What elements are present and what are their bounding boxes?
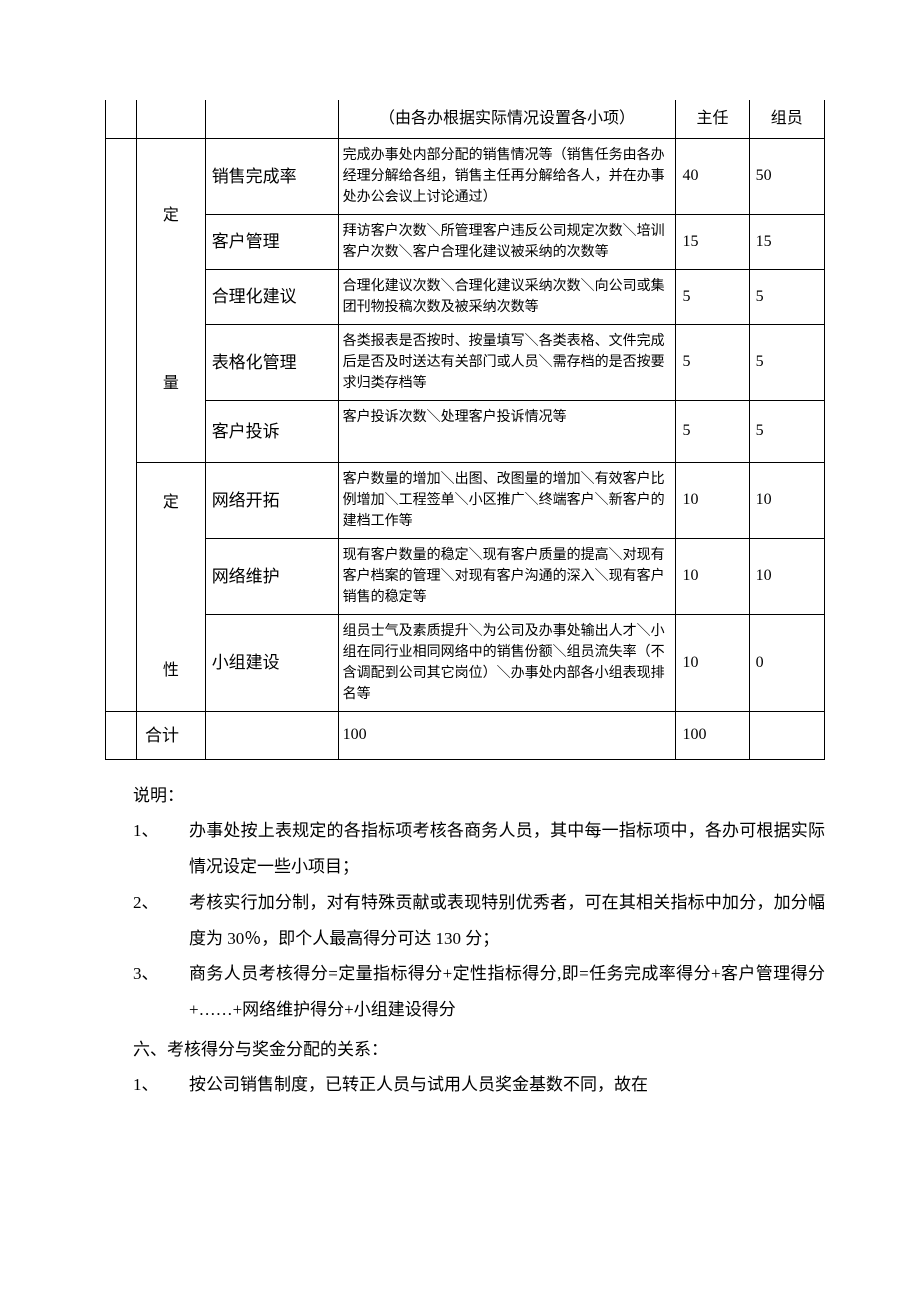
total-desc: 100 <box>338 711 676 759</box>
table-row: 网络维护 现有客户数量的稳定＼现有客户质量的提高＼对现有客户档案的管理＼对现有客… <box>106 538 825 614</box>
explain-text: 考核实行加分制，对有特殊贡献或表现特别优秀者，可在其相关指标中加分，加分幅度为 … <box>189 885 825 956</box>
section6-items: 1、 按公司销售制度，已转正人员与试用人员奖金基数不同，故在 <box>133 1067 825 1103</box>
score1-cell: 10 <box>676 462 749 538</box>
score1-cell: 10 <box>676 538 749 614</box>
score1-cell: 40 <box>676 138 749 214</box>
score2-cell: 50 <box>749 138 824 214</box>
header-score2: 组员 <box>749 100 824 138</box>
desc-cell: 完成办事处内部分配的销售情况等（销售任务由各办经理分解给各组，销售主任再分解给各… <box>338 138 676 214</box>
desc-cell: 组员士气及素质提升＼为公司及办事处输出人才＼小组在同行业相同网络中的销售份额＼组… <box>338 614 676 711</box>
cat-label-1: 定 <box>163 207 179 224</box>
cat-label-4: 性 <box>163 662 179 679</box>
section6-item: 1、 按公司销售制度，已转正人员与试用人员奖金基数不同，故在 <box>133 1067 825 1103</box>
score1-cell: 5 <box>676 324 749 400</box>
table-row: 合理化建议 合理化建议次数＼合理化建议采纳次数＼向公司或集团刊物投稿次数及被采纳… <box>106 269 825 324</box>
table-row: 客户管理 拜访客户次数＼所管理客户违反公司规定次数＼培训客户次数＼客户合理化建议… <box>106 214 825 269</box>
category-dingXing: 定 性 <box>137 462 206 711</box>
score1-cell: 15 <box>676 214 749 269</box>
score2-cell: 5 <box>749 269 824 324</box>
explain-num: 3、 <box>133 956 189 1027</box>
explain-item: 2、 考核实行加分制，对有特殊贡献或表现特别优秀者，可在其相关指标中加分，加分幅… <box>133 885 825 956</box>
category-dingLiang: 定 量 <box>137 138 206 462</box>
total-score2 <box>749 711 824 759</box>
explain-num: 2、 <box>133 885 189 956</box>
score2-cell: 10 <box>749 538 824 614</box>
table-row: 客户投诉 客户投诉次数＼处理客户投诉情况等 5 5 <box>106 400 825 462</box>
total-score1: 100 <box>676 711 749 759</box>
section6-text: 按公司销售制度，已转正人员与试用人员奖金基数不同，故在 <box>189 1067 825 1103</box>
assessment-table: （由各办根据实际情况设置各小项） 主任 组员 定 量 销售完成率 完成办事处内部… <box>105 100 825 760</box>
table-total-row: 合计 100 100 <box>106 711 825 759</box>
explain-num: 1、 <box>133 813 189 884</box>
spacer-cell <box>106 711 137 759</box>
table-row: 表格化管理 各类报表是否按时、按量填写＼各类表格、文件完成后是否及时送达有关部门… <box>106 324 825 400</box>
desc-cell: 客户数量的增加＼出图、改图量的增加＼有效客户比例增加＼工程签单＼小区推广＼终端客… <box>338 462 676 538</box>
desc-cell: 客户投诉次数＼处理客户投诉情况等 <box>338 400 676 462</box>
total-label: 合计 <box>137 711 206 759</box>
desc-cell: 拜访客户次数＼所管理客户违反公司规定次数＼培训客户次数＼客户合理化建议被采纳的次… <box>338 214 676 269</box>
indicator-cell: 小组建设 <box>205 614 338 711</box>
indicator-cell: 网络维护 <box>205 538 338 614</box>
desc-cell: 现有客户数量的稳定＼现有客户质量的提高＼对现有客户档案的管理＼对现有客户沟通的深… <box>338 538 676 614</box>
total-indicator <box>205 711 338 759</box>
indicator-cell: 销售完成率 <box>205 138 338 214</box>
score1-cell: 5 <box>676 400 749 462</box>
explain-item: 1、 办事处按上表规定的各指标项考核各商务人员，其中每一指标项中，各办可根据实际… <box>133 813 825 884</box>
score2-cell: 0 <box>749 614 824 711</box>
table-header-row: （由各办根据实际情况设置各小项） 主任 组员 <box>106 100 825 138</box>
spacer-cell <box>106 138 137 711</box>
section6-title: 六、考核得分与奖金分配的关系： <box>133 1032 825 1068</box>
explain-text: 商务人员考核得分=定量指标得分+定性指标得分,即=任务完成率得分+客户管理得分+… <box>189 956 825 1027</box>
explain-item: 3、 商务人员考核得分=定量指标得分+定性指标得分,即=任务完成率得分+客户管理… <box>133 956 825 1027</box>
explain-title: 说明： <box>133 778 825 814</box>
score2-cell: 5 <box>749 400 824 462</box>
table-row: 定 量 销售完成率 完成办事处内部分配的销售情况等（销售任务由各办经理分解给各组… <box>106 138 825 214</box>
indicator-cell: 客户管理 <box>205 214 338 269</box>
header-score1: 主任 <box>676 100 749 138</box>
score2-cell: 10 <box>749 462 824 538</box>
header-desc: （由各办根据实际情况设置各小项） <box>338 100 676 138</box>
indicator-cell: 合理化建议 <box>205 269 338 324</box>
cat-label-3: 定 <box>163 494 179 511</box>
desc-cell: 合理化建议次数＼合理化建议采纳次数＼向公司或集团刊物投稿次数及被采纳次数等 <box>338 269 676 324</box>
score2-cell: 5 <box>749 324 824 400</box>
score1-cell: 10 <box>676 614 749 711</box>
header-indicator <box>205 100 338 138</box>
score2-cell: 15 <box>749 214 824 269</box>
indicator-cell: 客户投诉 <box>205 400 338 462</box>
desc-cell: 各类报表是否按时、按量填写＼各类表格、文件完成后是否及时送达有关部门或人员＼需存… <box>338 324 676 400</box>
indicator-cell: 网络开拓 <box>205 462 338 538</box>
explain-text: 办事处按上表规定的各指标项考核各商务人员，其中每一指标项中，各办可根据实际情况设… <box>189 813 825 884</box>
cat-label-2: 量 <box>163 375 179 392</box>
explanation-section: 说明： 1、 办事处按上表规定的各指标项考核各商务人员，其中每一指标项中，各办可… <box>133 778 825 1028</box>
header-category <box>137 100 206 138</box>
score1-cell: 5 <box>676 269 749 324</box>
table-row: 小组建设 组员士气及素质提升＼为公司及办事处输出人才＼小组在同行业相同网络中的销… <box>106 614 825 711</box>
header-spacer <box>106 100 137 138</box>
table-row: 定 性 网络开拓 客户数量的增加＼出图、改图量的增加＼有效客户比例增加＼工程签单… <box>106 462 825 538</box>
indicator-cell: 表格化管理 <box>205 324 338 400</box>
section6-num: 1、 <box>133 1067 189 1103</box>
